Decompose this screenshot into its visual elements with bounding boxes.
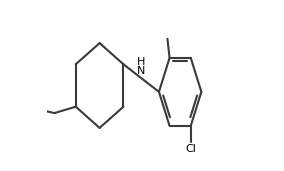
Text: H
N: H N [137,57,145,76]
Text: Cl: Cl [185,144,196,154]
